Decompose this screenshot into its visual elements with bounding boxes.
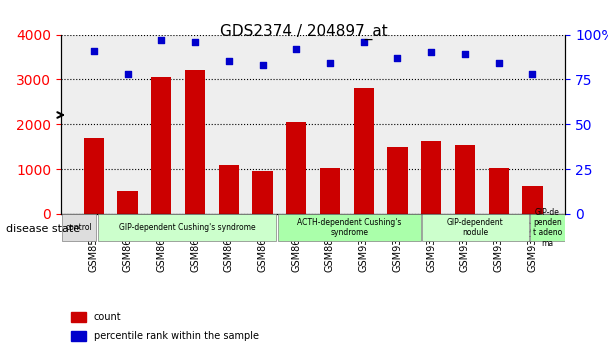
Bar bbox=[286, 122, 306, 214]
Bar bbox=[71, 312, 86, 322]
Text: GIP-dependent Cushing's syndrome: GIP-dependent Cushing's syndrome bbox=[119, 223, 255, 232]
Bar bbox=[522, 186, 542, 214]
Text: disease state: disease state bbox=[6, 225, 80, 234]
Point bbox=[494, 60, 503, 66]
Bar bbox=[421, 141, 441, 214]
Point bbox=[123, 71, 133, 77]
Point bbox=[89, 48, 98, 53]
Bar bbox=[455, 145, 475, 214]
Point bbox=[190, 39, 200, 45]
Point bbox=[426, 50, 436, 55]
Bar bbox=[354, 88, 374, 214]
Bar bbox=[185, 70, 205, 214]
Point bbox=[325, 60, 335, 66]
Point bbox=[224, 59, 233, 64]
FancyBboxPatch shape bbox=[422, 215, 529, 241]
Point bbox=[156, 37, 166, 43]
Point bbox=[359, 39, 368, 45]
Bar bbox=[252, 171, 272, 214]
Point bbox=[291, 46, 301, 52]
Text: percentile rank within the sample: percentile rank within the sample bbox=[94, 331, 258, 341]
Bar bbox=[320, 168, 340, 214]
FancyBboxPatch shape bbox=[530, 215, 565, 241]
Point bbox=[258, 62, 268, 68]
Text: GIP-de
penden
t adeno
ma: GIP-de penden t adeno ma bbox=[533, 208, 562, 248]
Bar bbox=[219, 165, 239, 214]
Text: GIP-dependent
nodule: GIP-dependent nodule bbox=[447, 218, 503, 237]
Bar bbox=[71, 331, 86, 341]
Bar bbox=[84, 138, 104, 214]
Text: control: control bbox=[66, 223, 92, 232]
Bar bbox=[387, 147, 407, 214]
Point bbox=[528, 71, 537, 77]
FancyBboxPatch shape bbox=[97, 215, 277, 241]
FancyBboxPatch shape bbox=[278, 215, 421, 241]
Text: count: count bbox=[94, 312, 121, 322]
Bar bbox=[117, 191, 137, 214]
Point bbox=[393, 55, 402, 61]
Bar bbox=[489, 168, 509, 214]
Text: GDS2374 / 204897_at: GDS2374 / 204897_at bbox=[220, 24, 388, 40]
Point bbox=[460, 51, 470, 57]
FancyBboxPatch shape bbox=[61, 215, 96, 241]
Bar bbox=[151, 77, 171, 214]
Text: ACTH-dependent Cushing's
syndrome: ACTH-dependent Cushing's syndrome bbox=[297, 218, 401, 237]
